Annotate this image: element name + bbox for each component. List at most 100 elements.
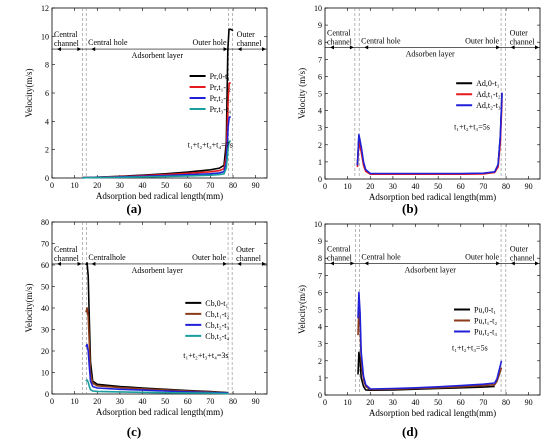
panel-tag: (c)	[127, 424, 141, 439]
x-axis-label: Adsorption bed radical length(mm)	[369, 408, 496, 418]
legend-entry: Pr,t₁-t₂	[210, 83, 232, 92]
x-tick-label: 90	[525, 398, 533, 407]
legend-entry: Cb,t₃-t₄	[205, 332, 229, 341]
y-tick-label: 20	[41, 347, 49, 356]
region-label-central-channel: Central	[327, 244, 351, 253]
x-tick-label: 20	[366, 398, 374, 407]
region-label-outer-channel: Outer	[510, 28, 529, 37]
legend-entry: Pu,t₁-t₂	[474, 317, 497, 326]
x-tick-label: 50	[434, 182, 442, 191]
panel-tag: (b)	[402, 201, 418, 216]
y-tick-label: 0	[45, 174, 49, 183]
y-tick-label: 4	[318, 107, 322, 116]
y-tick-label: 2	[318, 141, 322, 150]
y-tick-label: 6	[318, 288, 322, 297]
panel-a: 0 10 20 30 40 50 60 70 80 90 0 2 4 6 8 10 12 Adsorption b…	[24, 4, 268, 216]
legend-entry: Ad,t₂-t₃	[476, 101, 501, 110]
region-arrow	[364, 261, 369, 266]
region-label-central-hole: Central hole	[88, 38, 128, 47]
y-tick-label: 70	[41, 240, 49, 249]
x-tick-label: 10	[344, 182, 352, 191]
series-line	[82, 82, 231, 179]
region-label-adsorbent-layer: Adsorben layer	[406, 49, 455, 58]
region-arrow	[57, 47, 61, 52]
y-tick-label: 7	[318, 55, 322, 64]
y-tick-label: 2	[318, 357, 322, 366]
y-tick-label: 0	[45, 390, 49, 399]
series-line	[356, 92, 503, 175]
region-arrow	[350, 261, 355, 266]
x-tick-label: 0	[323, 182, 327, 191]
time-note: t₁+t₂+t₃=5s	[454, 122, 490, 131]
region-arrow	[223, 261, 228, 266]
legend-entry: Cb,t₂-t₃	[205, 321, 229, 330]
y-tick-label: 8	[45, 61, 49, 70]
region-label-outer-channel: Outer	[237, 30, 256, 39]
x-tick-label: 0	[50, 181, 54, 190]
x-axis-label: Adsorption bed radical length(mm)	[369, 192, 496, 202]
region-label-adsorbent-layer: Adsorbent layer	[132, 51, 184, 60]
x-tick-label: 90	[252, 397, 260, 406]
region-label-central-channel: Central	[54, 30, 78, 39]
x-tick-label: 60	[457, 182, 465, 191]
panel-d: 0 10 20 30 40 50 60 70 80 90 0 1 2 3 4 5 6 7 8 9 10 Adsorptio…	[297, 220, 541, 439]
region-arrow	[237, 261, 242, 266]
y-tick-label: 1	[318, 158, 322, 167]
x-tick-label: 30	[389, 182, 397, 191]
y-tick-label: 1	[318, 374, 322, 383]
panel-tag: (d)	[402, 424, 418, 439]
region-label-central-channel: channel	[327, 253, 353, 262]
y-tick-label: 9	[318, 237, 322, 246]
x-tick-label: 60	[184, 397, 192, 406]
x-tick-label: 30	[389, 398, 397, 407]
region-label-central-channel: channel	[54, 39, 80, 48]
legend-entry: Pu,t₂-t₃	[474, 328, 497, 337]
series-line	[85, 343, 229, 394]
region-arrow	[91, 47, 96, 52]
y-tick-label: 50	[41, 283, 49, 292]
region-label-central-channel: Central	[327, 28, 351, 37]
x-tick-label: 40	[139, 397, 147, 406]
y-tick-label: 10	[314, 4, 322, 13]
y-tick-label: 6	[45, 89, 49, 98]
y-axis-label: Velocity(m/s)	[24, 69, 34, 118]
x-tick-label: 60	[457, 398, 465, 407]
region-label-outer-hole: Outer hole	[465, 252, 499, 261]
region-label-central-channel: Central	[54, 245, 78, 254]
legend-entry: Cb,t₁-t₂	[205, 310, 229, 319]
y-tick-label: 2	[45, 146, 49, 155]
region-label-central-hole: Central hole	[361, 36, 401, 45]
legend-entry: Pr,t₂-t₃	[210, 94, 232, 103]
region-arrow	[535, 45, 539, 50]
region-label-outer-channel: Outer	[236, 245, 255, 254]
y-axis-label: Velocity(m/s)	[24, 284, 34, 333]
x-tick-label: 60	[184, 181, 192, 190]
region-label-adsorbent-layer: Adsorbent layer	[405, 265, 457, 274]
region-arrow	[510, 45, 515, 50]
y-tick-label: 12	[41, 4, 49, 13]
x-tick-label: 10	[71, 397, 79, 406]
region-arrow	[510, 261, 515, 266]
region-arrow	[57, 261, 61, 266]
y-tick-label: 30	[41, 326, 49, 335]
region-label-central-hole: Central hole	[361, 252, 401, 261]
legend-entry: Cb,0-t₁	[205, 299, 228, 308]
region-arrow	[262, 47, 266, 52]
y-axis-label: Velocity (m/s)	[297, 68, 307, 119]
region-label-central-hole: Centralhole	[88, 253, 126, 262]
x-axis-label: Adsorption bed radical length(mm)	[96, 191, 223, 201]
plot-frame	[51, 221, 268, 395]
region-label-outer-channel: Outer	[510, 244, 529, 253]
x-tick-label: 80	[229, 397, 237, 406]
y-tick-label: 10	[41, 32, 49, 41]
y-tick-label: 5	[318, 306, 322, 315]
panel-b: 0 10 20 30 40 50 60 70 80 90 0 1 2 3 4 5 6 7 8 9 10 Adsorptio…	[297, 4, 541, 216]
region-label-outer-channel: channel	[237, 39, 263, 48]
region-label-outer-channel: channel	[236, 254, 262, 263]
x-tick-label: 80	[229, 181, 237, 190]
y-tick-label: 5	[318, 90, 322, 99]
y-tick-label: 40	[41, 304, 49, 313]
series-line	[357, 291, 503, 390]
x-tick-label: 50	[434, 398, 442, 407]
x-tick-label: 0	[323, 398, 327, 407]
